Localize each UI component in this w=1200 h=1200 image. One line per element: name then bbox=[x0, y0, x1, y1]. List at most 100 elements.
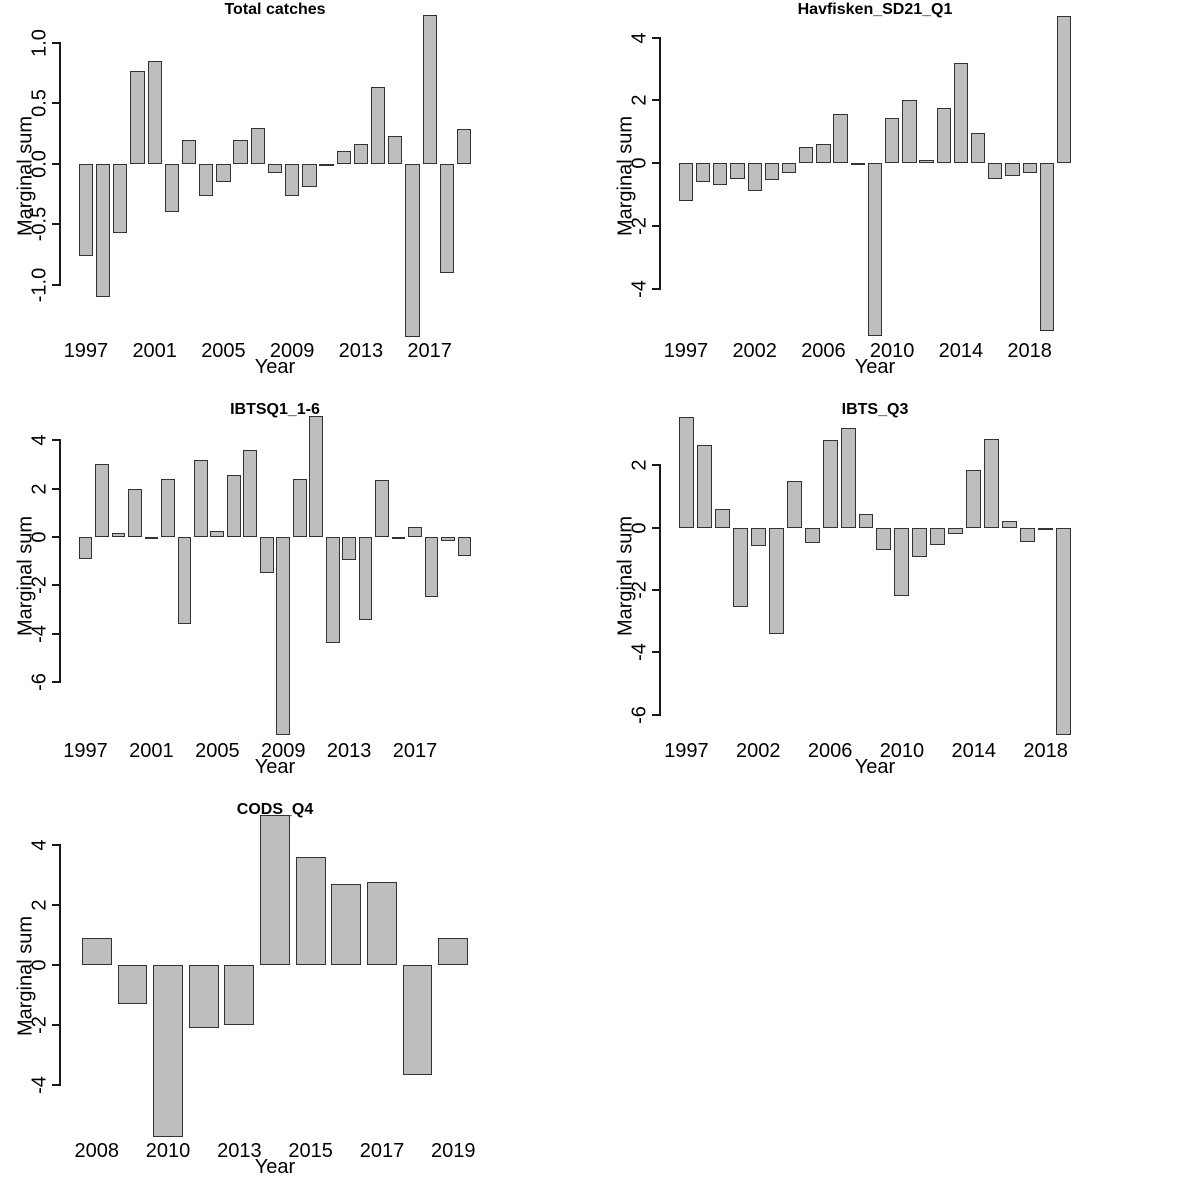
bar-2019 bbox=[1039, 163, 1054, 332]
bar-2000 bbox=[128, 488, 142, 537]
bar-1997 bbox=[678, 417, 694, 528]
bar-2015 bbox=[970, 133, 986, 164]
bar-2004 bbox=[199, 163, 214, 197]
bar-2019 bbox=[456, 128, 472, 164]
bar-2014 bbox=[966, 470, 982, 528]
x-tick-label: 2001 bbox=[129, 740, 174, 762]
bar-2017 bbox=[422, 15, 437, 164]
bar-2006 bbox=[822, 440, 838, 528]
chart-title: Havfisken_SD21_Q1 bbox=[797, 1, 953, 18]
bar-2008 bbox=[267, 163, 283, 174]
bar-2011 bbox=[309, 415, 324, 537]
x-tick-label: 2009 bbox=[260, 740, 306, 762]
y-tick-label: -2 bbox=[28, 576, 51, 595]
x-tick-label: 2008 bbox=[74, 1140, 119, 1162]
bar-1997 bbox=[78, 536, 93, 559]
bar-2016 bbox=[405, 163, 420, 337]
bar-2003 bbox=[177, 536, 192, 625]
y-tick bbox=[652, 713, 659, 716]
empty-panel bbox=[600, 800, 1200, 1200]
bar-1999 bbox=[113, 163, 128, 233]
bar-2008 bbox=[81, 937, 112, 966]
bar-2009 bbox=[117, 965, 148, 1005]
bar-2007 bbox=[243, 449, 258, 537]
x-tick-label: 2013 bbox=[217, 1140, 262, 1162]
bar-2003 bbox=[768, 527, 784, 634]
chart-panel-cods-q4: CODS_Q4 Marginal sum 4 2 0 -2 -4 2008 2010 2013… bbox=[0, 800, 600, 1200]
bar-2014 bbox=[358, 536, 373, 621]
y-tick bbox=[52, 1024, 59, 1027]
bar-2018 bbox=[1038, 527, 1054, 530]
y-tick bbox=[652, 526, 659, 529]
y-tick-label: 2 bbox=[28, 899, 51, 911]
x-tick-label: 2009 bbox=[269, 340, 315, 362]
bar-2019 bbox=[441, 536, 455, 541]
bar-2002 bbox=[164, 163, 180, 213]
y-tick bbox=[652, 464, 659, 467]
bar-2005 bbox=[799, 147, 814, 164]
x-tick-label: 2017 bbox=[392, 740, 438, 762]
bar-2015 bbox=[295, 856, 326, 966]
x-axis-label: Year bbox=[254, 756, 296, 778]
bar-2009 bbox=[285, 163, 300, 197]
y-tick-label: 2 bbox=[628, 94, 651, 106]
y-tick bbox=[52, 283, 59, 286]
bar-2015 bbox=[388, 136, 403, 164]
x-tick-label: 2019 bbox=[431, 1140, 476, 1162]
x-tick-label: 2014 bbox=[951, 740, 997, 762]
bar-2017 bbox=[1005, 163, 1020, 176]
x-tick-label: 1997 bbox=[63, 740, 108, 762]
bar-2012 bbox=[325, 536, 340, 644]
x-tick-label: 2010 bbox=[879, 740, 925, 762]
x-axis-label: Year bbox=[254, 1156, 296, 1178]
bar-2020 bbox=[1056, 15, 1072, 164]
x-axis-label: Year bbox=[254, 356, 296, 378]
bar-2011 bbox=[319, 163, 334, 167]
bar-1999 bbox=[695, 163, 711, 182]
x-tick-label: 2015 bbox=[288, 1140, 333, 1162]
chart-panel-ibts-q3: IBTS_Q3 Marginal sum 2 0 -2 -4 -6 1997 2002 200… bbox=[600, 400, 1200, 800]
bar-2010 bbox=[153, 965, 183, 1137]
bar-2012 bbox=[188, 965, 219, 1029]
bar-2014 bbox=[260, 814, 290, 966]
bar-2018 bbox=[1022, 163, 1037, 173]
bar-2005 bbox=[216, 163, 231, 182]
y-axis-line bbox=[59, 439, 61, 684]
bar-2011 bbox=[902, 100, 917, 164]
bar-2007 bbox=[840, 427, 856, 528]
y-tick bbox=[52, 843, 59, 846]
y-tick-label: 4 bbox=[28, 839, 51, 851]
x-tick-label: 2005 bbox=[201, 340, 246, 362]
bar-2013 bbox=[342, 536, 356, 560]
y-tick bbox=[652, 224, 659, 227]
y-tick-label: -4 bbox=[628, 279, 651, 298]
bar-2012 bbox=[919, 160, 934, 164]
y-tick-label: 0 bbox=[628, 157, 651, 169]
y-tick bbox=[52, 439, 59, 442]
bar-2014 bbox=[953, 62, 969, 164]
bar-2003 bbox=[181, 139, 197, 164]
y-tick bbox=[652, 651, 659, 654]
x-tick-label: 2006 bbox=[801, 340, 846, 362]
y-tick bbox=[52, 903, 59, 906]
bar-2010 bbox=[292, 478, 307, 537]
y-tick-label: 0.0 bbox=[28, 149, 51, 178]
y-tick-label: -4 bbox=[28, 624, 51, 643]
bar-2018 bbox=[439, 163, 454, 273]
bar-2006 bbox=[233, 139, 248, 164]
bar-2013 bbox=[936, 108, 951, 164]
bar-2009 bbox=[876, 527, 892, 550]
y-tick-label: 4 bbox=[628, 31, 651, 44]
bar-2016 bbox=[1002, 521, 1018, 528]
y-tick bbox=[52, 102, 59, 105]
bar-2000 bbox=[713, 163, 728, 186]
x-tick-label: 1997 bbox=[63, 340, 109, 362]
x-tick-label: 1997 bbox=[664, 740, 709, 762]
y-tick-label: -2 bbox=[628, 217, 651, 235]
y-axis-line bbox=[59, 843, 61, 1087]
bar-2007 bbox=[250, 127, 265, 164]
chart-title: Total catches bbox=[224, 1, 326, 18]
bar-2000 bbox=[714, 509, 730, 528]
bar-2013 bbox=[224, 965, 255, 1026]
bar-2016 bbox=[331, 883, 362, 966]
